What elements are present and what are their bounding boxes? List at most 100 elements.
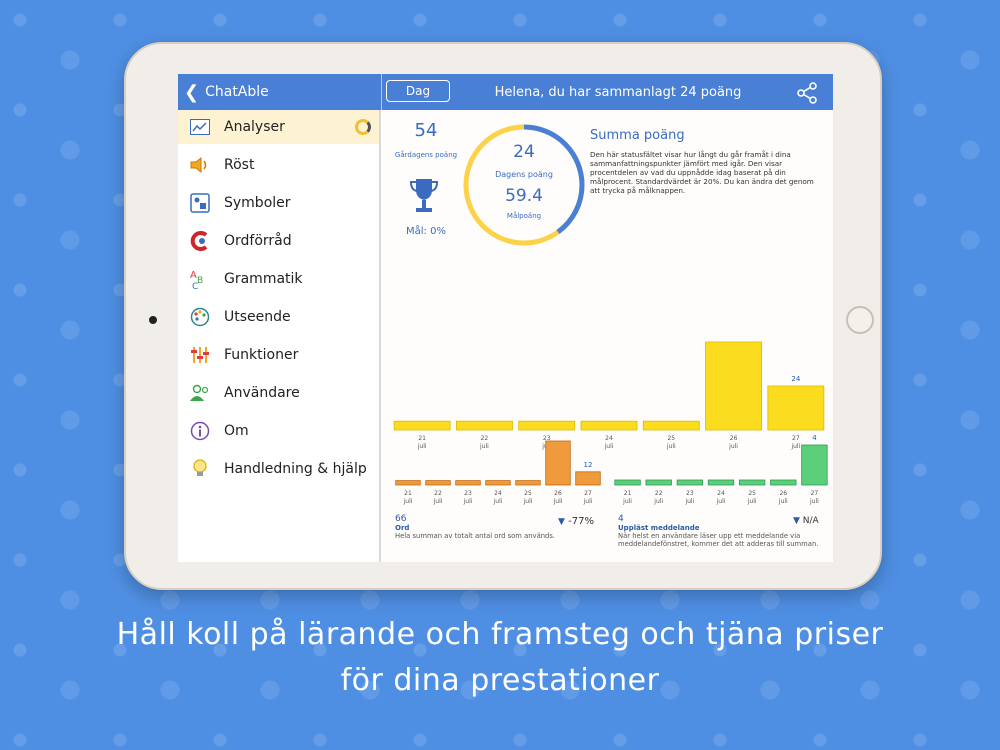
bar-4 — [515, 480, 541, 486]
tick-label-2-0: 23 — [686, 490, 694, 497]
top-bar: ❮ ChatAble Dag Helena, du har sammanlagt… — [178, 74, 833, 110]
trophy-icon[interactable] — [408, 176, 440, 216]
messages-chart: 21juli22juli23juli24juli25juli26juli27ju… — [614, 434, 828, 505]
back-button[interactable]: ❮ ChatAble — [184, 80, 269, 104]
messages-value: 4 — [618, 514, 624, 524]
tick-label-4-1: juli — [523, 498, 533, 505]
tick-label-5-0: 26 — [730, 435, 738, 442]
tick-label-0-1: juli — [622, 498, 632, 505]
sidebar-item-ordforrad[interactable]: Ordförråd — [178, 224, 379, 258]
tick-label-1-1: juli — [653, 498, 663, 505]
data-label-6: 4 — [812, 434, 817, 442]
words-value: 66 — [395, 514, 407, 524]
lightbulb-icon — [188, 457, 212, 481]
words-desc: Hela summan av totalt antal ord som anvä… — [395, 532, 556, 540]
tick-label-2-1: juli — [684, 498, 694, 505]
bar-2 — [676, 479, 704, 486]
tick-label-1-1: juli — [433, 498, 443, 505]
sidebar-item-label: Användare — [224, 385, 300, 401]
goal-points-label: Målpoäng — [506, 212, 542, 220]
sidebar-item-handledning[interactable]: Handledning & hjälp — [178, 452, 379, 486]
today-points: 24 — [513, 142, 535, 162]
day-button[interactable]: Dag — [386, 80, 450, 102]
bar-4 — [642, 420, 700, 431]
bar-4 — [738, 479, 766, 486]
users-icon — [188, 381, 212, 405]
goal-label[interactable]: Mål: 0% — [406, 226, 446, 237]
bar-5 — [705, 341, 762, 431]
bar-2 — [518, 420, 576, 431]
sidebar-item-label: Ordförråd — [224, 233, 292, 249]
sidebar-item-label: Grammatik — [224, 271, 303, 287]
symbols-icon — [188, 191, 212, 215]
vocabulary-icon — [188, 229, 212, 253]
tick-label-2-0: 23 — [543, 435, 551, 442]
sidebar-item-utseende[interactable]: Utseende — [178, 300, 379, 334]
tick-label-3-0: 24 — [494, 490, 502, 497]
sidebar-item-om[interactable]: Om — [178, 414, 379, 448]
tick-label-3-1: juli — [604, 443, 614, 450]
svg-text:A: A — [190, 270, 197, 281]
bar-3 — [707, 479, 735, 486]
today-label: Dagens poäng — [495, 170, 553, 179]
triangle-down-icon: ▼ — [793, 516, 800, 526]
sidebar-item-anvandare[interactable]: Användare — [178, 376, 379, 410]
sidebar-item-label: Handledning & hjälp — [224, 461, 367, 477]
svg-text:B: B — [197, 276, 203, 286]
caption-line-2: för dina prestationer — [340, 663, 660, 698]
words-change: ▼ -77% — [558, 516, 594, 527]
sidebar-item-funktioner[interactable]: Funktioner — [178, 338, 379, 372]
tick-label-2-1: juli — [463, 498, 473, 505]
tick-label-1-0: 22 — [655, 490, 663, 497]
marketing-caption: Håll koll på lärande och framsteg och tj… — [0, 612, 1000, 704]
bar-1 — [456, 420, 513, 431]
messages-stat: 4 Uppläst meddelande När helst en använd… — [618, 514, 828, 548]
loading-spinner-icon — [355, 119, 371, 135]
goal-points: 59.4 — [505, 186, 543, 206]
share-icon[interactable] — [796, 82, 818, 104]
tick-label-0-0: 21 — [418, 435, 426, 442]
bar-5 — [545, 440, 571, 486]
tick-label-5-0: 26 — [779, 490, 787, 497]
bar-2 — [455, 480, 481, 486]
ring-text: 24 Dagens poäng 59.4 Målpoäng — [459, 120, 589, 250]
tick-label-5-1: juli — [778, 498, 788, 505]
chevron-left-icon: ❮ — [184, 81, 200, 103]
tick-label-1-0: 22 — [434, 490, 442, 497]
tick-label-4-1: juli — [666, 443, 676, 450]
page-title: Helena, du har sammanlagt 24 poäng — [494, 84, 742, 100]
tick-label-4-0: 25 — [667, 435, 675, 442]
bar-1 — [645, 479, 672, 486]
bar-6 — [801, 444, 828, 486]
sidebar-item-symboler[interactable]: Symboler — [178, 186, 379, 220]
speaker-icon — [188, 153, 212, 177]
triangle-down-icon: ▼ — [558, 517, 565, 527]
messages-change: ▼ N/A — [793, 516, 819, 526]
words-label: Ord — [395, 524, 410, 532]
home-button[interactable] — [846, 306, 874, 334]
bar-3 — [580, 420, 638, 431]
sidebar-item-label: Symboler — [224, 195, 291, 211]
summary-title: Summa poäng — [590, 128, 685, 143]
messages-desc: När helst en användare läser upp ett med… — [618, 532, 819, 548]
data-label-6: 12 — [584, 461, 593, 469]
back-label: ChatAble — [205, 84, 269, 100]
points-chart: 21juli22juli23juli24juli25juli26juli27ju… — [393, 341, 825, 450]
analytics-icon — [188, 115, 212, 139]
bar-3 — [485, 480, 511, 486]
progress-ring — [463, 124, 585, 246]
messages-label: Uppläst meddelande — [618, 524, 700, 532]
words-chart: 21juli22juli23juli24juli25juli26juli27ju… — [395, 440, 601, 505]
sidebar-item-label: Funktioner — [224, 347, 299, 363]
tick-label-3-1: juli — [716, 498, 726, 505]
yesterday-points: 54 — [414, 120, 438, 141]
sidebar-item-analyser[interactable]: Analyser — [178, 110, 379, 144]
bar-divider — [381, 74, 382, 110]
tick-label-6-1: juli — [809, 498, 819, 505]
tick-label-6-1: juli — [583, 498, 593, 505]
data-label-6: 24 — [791, 375, 800, 383]
camera — [149, 316, 157, 324]
sidebar-item-rost[interactable]: Röst — [178, 148, 379, 182]
